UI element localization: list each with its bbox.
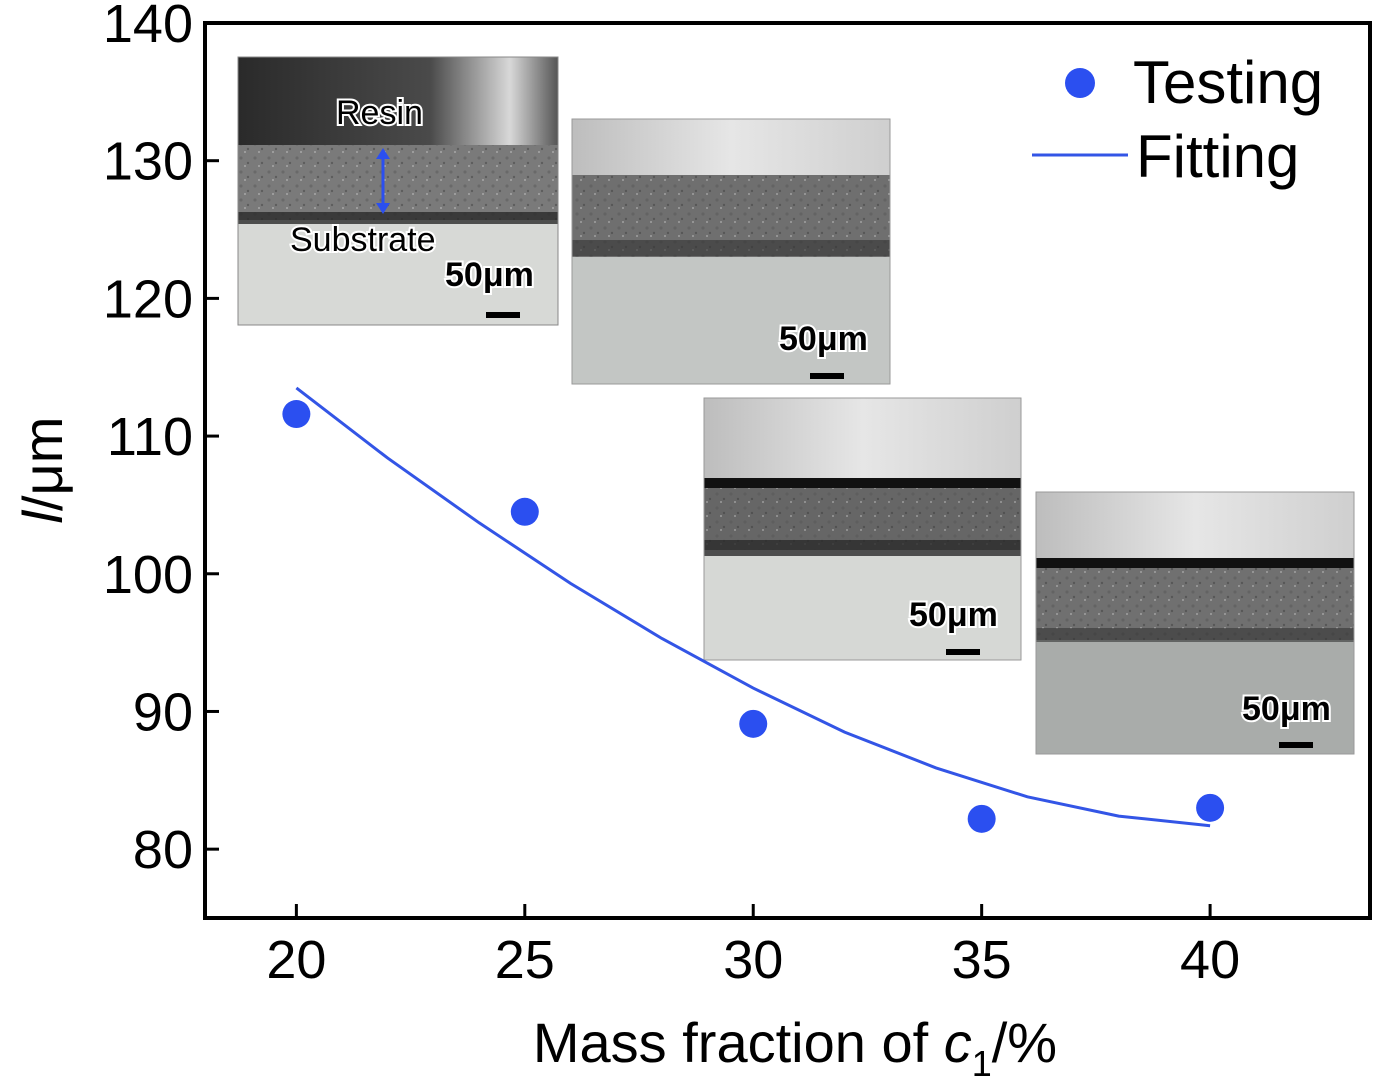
testing-point	[282, 400, 311, 429]
scale-bar-label: 50μm	[779, 320, 868, 358]
scale-bar	[1279, 742, 1313, 748]
testing-point	[739, 709, 768, 738]
x-tick-label: 20	[266, 930, 326, 990]
legend: Testing Fitting	[1032, 49, 1323, 190]
x-tick-label: 35	[952, 930, 1012, 990]
testing-point	[510, 497, 539, 526]
tick-labels: 20 25 30 35 40 80 90 100 110 120 130 140	[103, 0, 1240, 990]
y-tick-label: 80	[133, 820, 193, 880]
legend-label-fitting: Fitting	[1136, 123, 1299, 190]
inset-micrograph-2: 50μm	[571, 118, 891, 385]
scale-bar-label: 50μm	[445, 256, 534, 294]
inset-micrograph-3: 50μm	[703, 397, 1022, 661]
plot-frame	[203, 21, 1372, 920]
x-tick-label: 25	[495, 930, 555, 990]
inset-label-resin: Resin	[336, 94, 423, 132]
x-tick-label: 30	[723, 930, 783, 990]
legend-label-testing: Testing	[1133, 49, 1323, 116]
x-axis-title: Mass fraction of c1/%	[533, 1011, 1057, 1081]
x-tick-label: 40	[1180, 930, 1240, 990]
fitting-curve	[295, 386, 1211, 828]
data-marks	[282, 386, 1225, 833]
testing-point	[1196, 793, 1225, 822]
y-tick-label: 110	[107, 407, 193, 467]
inset-micrographs: Resin Substrate 50μm 50μm 50μm	[237, 56, 1355, 755]
y-axis-title: l/μm	[11, 417, 74, 524]
scale-bar	[486, 312, 520, 318]
scale-bar	[810, 373, 844, 379]
inset-label-substrate: Substrate	[290, 221, 436, 259]
inset-micrograph-4: 50μm	[1035, 491, 1355, 755]
testing-point	[967, 804, 996, 833]
scale-bar-label: 50μm	[909, 596, 998, 634]
y-tick-label: 90	[133, 682, 193, 742]
scale-bar	[946, 649, 980, 655]
y-tick-label: 120	[103, 269, 193, 329]
y-tick-label: 140	[103, 0, 193, 54]
scale-bar-label: 50μm	[1242, 690, 1331, 728]
legend-marker-testing	[1065, 68, 1095, 98]
inset-micrograph-1: Resin Substrate 50μm	[237, 56, 559, 326]
axis-ticks	[205, 21, 1212, 918]
y-tick-label: 130	[103, 132, 193, 192]
y-tick-label: 100	[103, 545, 193, 605]
